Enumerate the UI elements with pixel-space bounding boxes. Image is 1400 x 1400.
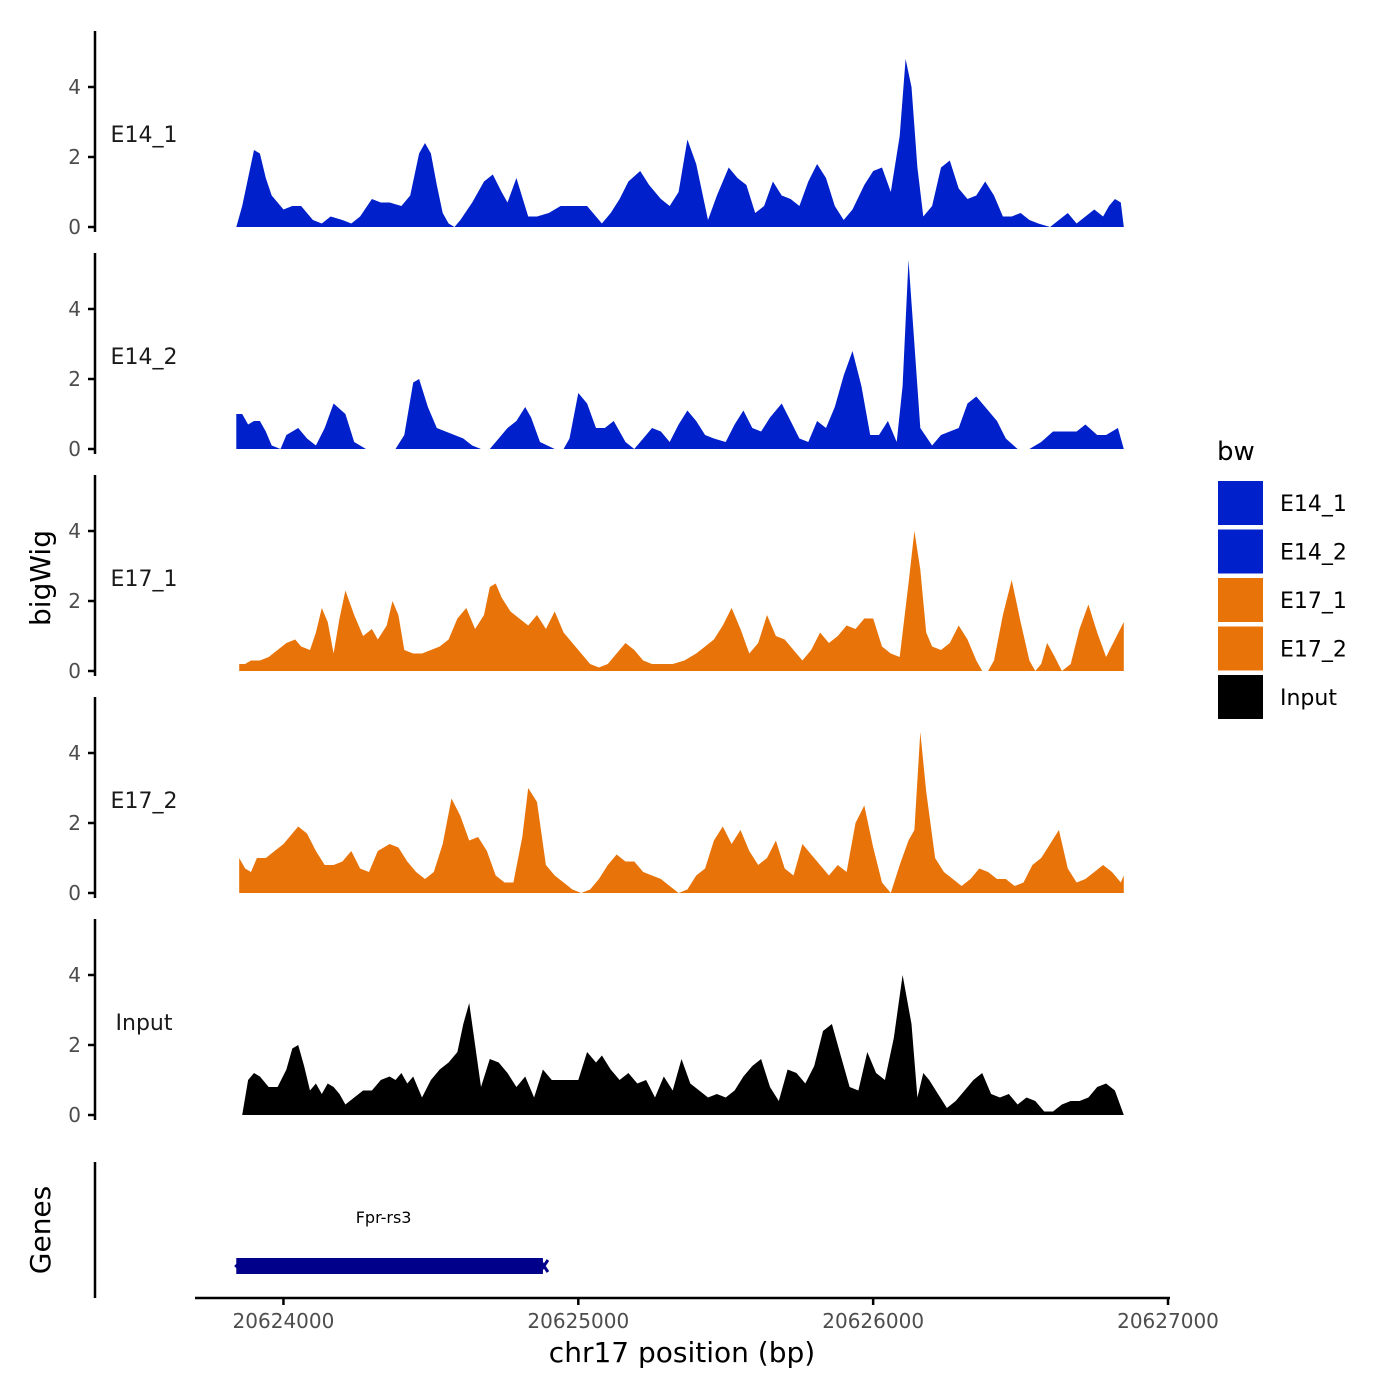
y-tick-label: 0	[68, 215, 81, 239]
legend-swatch	[1218, 529, 1263, 574]
gene-items: Fpr-rs3	[234, 1208, 550, 1274]
gene-label: Fpr-rs3	[356, 1208, 412, 1227]
coverage-tracks: 0 2 4 E14_1 0 2 4 E14_2 0 2 4 E17_1 0 2 4 E17_2 0 2 4 Input	[68, 31, 1124, 1127]
y-tick-label: 2	[68, 811, 81, 835]
legend-label: E14_1	[1280, 492, 1347, 517]
legend-label: E17_2	[1280, 638, 1347, 663]
gene-track-panel: Fpr-rs3	[93, 1162, 550, 1298]
legend: bw E14_1 E14_2 E17_1 E17_2 Input	[1217, 437, 1347, 719]
y-tick-label: 0	[68, 881, 81, 905]
legend-title: bw	[1217, 437, 1255, 467]
track-label: Input	[116, 1011, 173, 1036]
track-e14-1: 0 2 4 E14_1	[68, 31, 1124, 239]
legend-swatch	[1218, 481, 1263, 525]
x-tick-label: 20624000	[233, 1309, 335, 1333]
legend-label: E17_1	[1280, 589, 1347, 614]
legend-label: E14_2	[1280, 541, 1347, 566]
x-tick-label: 20625000	[527, 1309, 629, 1333]
track-e17-2: 0 2 4 E17_2	[68, 697, 1124, 905]
track-label: E14_2	[111, 345, 178, 370]
track-label: E17_1	[111, 567, 178, 592]
y-tick-label: 2	[68, 589, 81, 613]
legend-items: E14_1 E14_2 E17_1 E17_2 Input	[1218, 481, 1347, 719]
x-tick-label: 20626000	[822, 1309, 924, 1333]
coverage-area-e14-1	[236, 59, 1124, 227]
y-tick-label: 2	[68, 1033, 81, 1057]
track-e14-2: 0 2 4 E14_2	[68, 253, 1124, 461]
legend-swatch	[1218, 578, 1263, 622]
coverage-area-e17-2	[239, 732, 1124, 893]
y-tick-label: 2	[68, 145, 81, 169]
track-e17-1: 0 2 4 E17_1	[68, 475, 1124, 683]
y-axis-title: bigWig	[24, 530, 57, 626]
coverage-area-e14-2	[236, 260, 1124, 449]
legend-swatch	[1218, 675, 1263, 719]
gene-body	[236, 1258, 543, 1274]
coverage-area-input	[242, 975, 1124, 1115]
y-tick-label: 0	[68, 1103, 81, 1127]
x-tick-label: 20627000	[1117, 1309, 1219, 1333]
legend-swatch	[1218, 626, 1263, 671]
legend-label: Input	[1280, 686, 1337, 711]
gene-strand-arrow	[234, 1258, 244, 1274]
y-tick-label: 2	[68, 367, 81, 391]
y-tick-label: 4	[68, 519, 81, 543]
track-label: E17_2	[111, 789, 178, 814]
y-tick-label: 0	[68, 659, 81, 683]
track-input: 0 2 4 Input	[68, 919, 1124, 1127]
track-label: E14_1	[111, 123, 178, 148]
x-axis: 20624000 20625000 20626000 20627000	[195, 1296, 1219, 1333]
coverage-area-e17-1	[239, 531, 1124, 671]
x-axis-ticks: 20624000 20625000 20626000 20627000	[233, 1298, 1219, 1333]
y-tick-label: 4	[68, 297, 81, 321]
x-axis-title: chr17 position (bp)	[549, 1336, 815, 1369]
y-tick-label: 4	[68, 963, 81, 987]
y-tick-label: 0	[68, 437, 81, 461]
gene-end-mark	[538, 1259, 550, 1273]
y-tick-label: 4	[68, 741, 81, 765]
genes-axis-title: Genes	[24, 1186, 57, 1274]
y-tick-label: 4	[68, 75, 81, 99]
